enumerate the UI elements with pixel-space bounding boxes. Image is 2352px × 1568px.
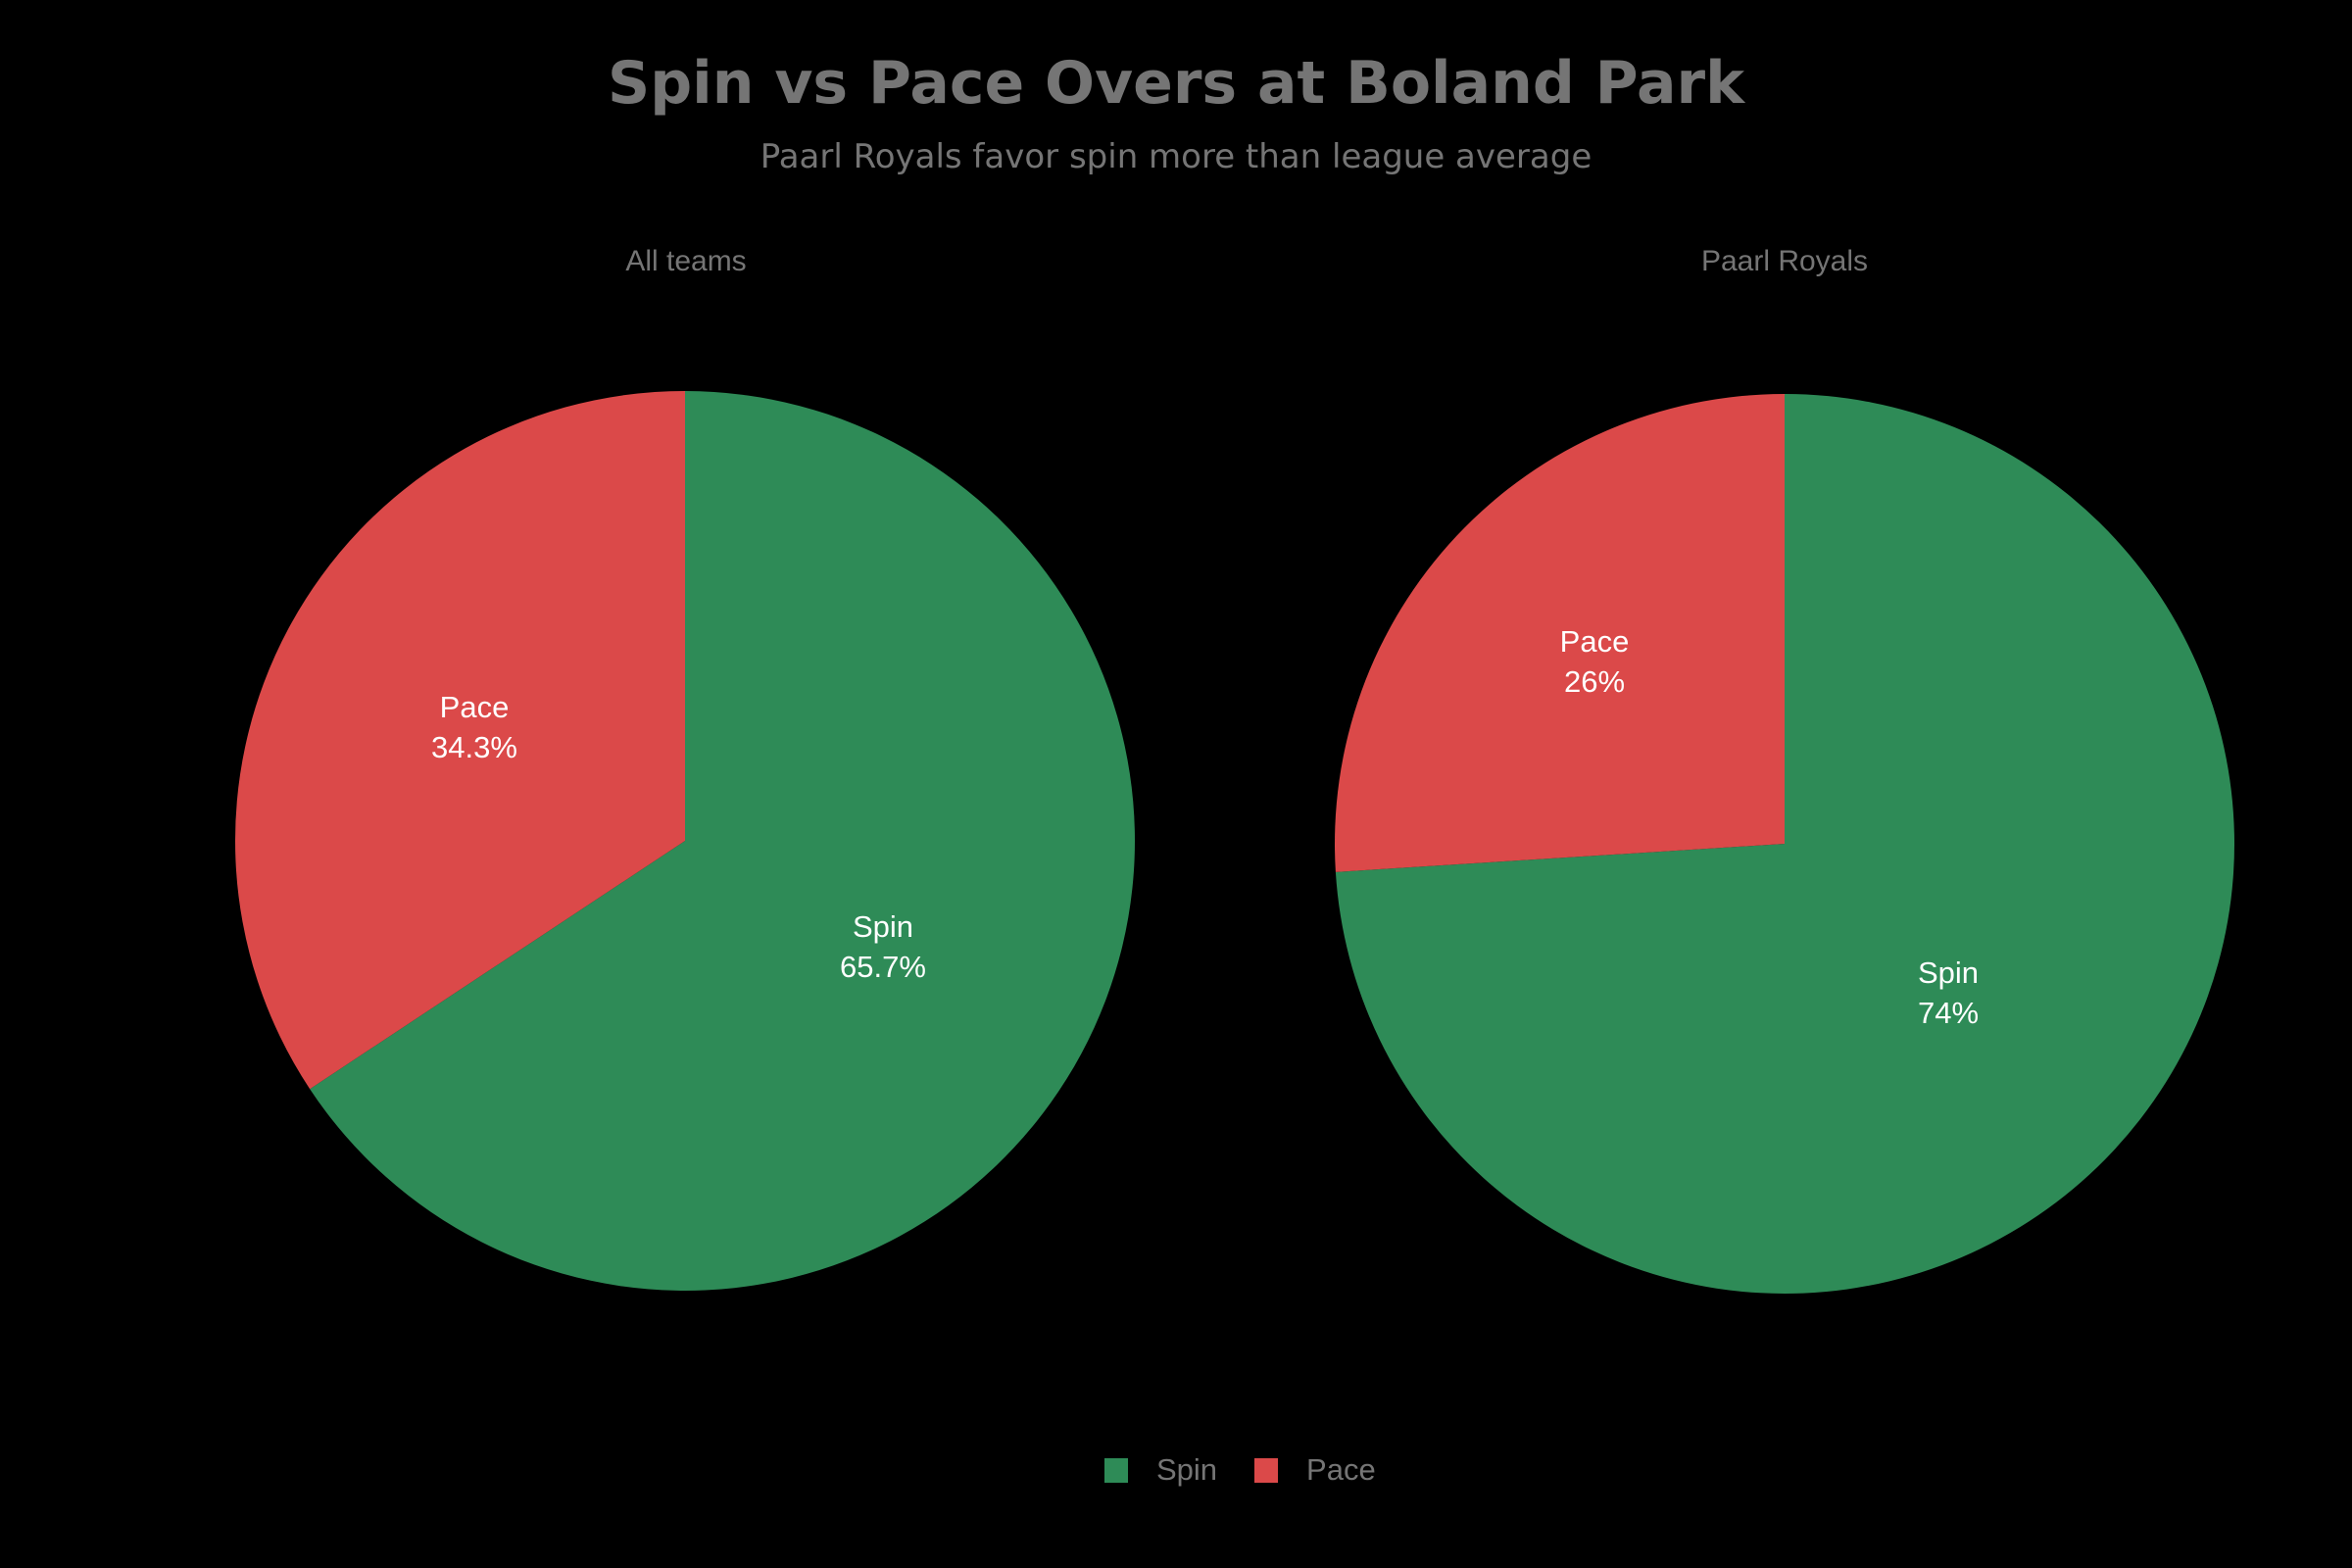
chart-subtitle: Paarl Royals favor spin more than league… (760, 137, 1592, 176)
pie-slice-spin[interactable] (310, 391, 1136, 1291)
slice-value-spin: 74% (1918, 996, 1979, 1030)
pie-slice-spin[interactable] (1335, 394, 2234, 1294)
pie-slice-pace[interactable] (235, 391, 686, 1090)
legend: Spin Pace (1104, 1452, 1413, 1488)
legend-swatch-pace-icon (1254, 1457, 1279, 1483)
slice-value-pace: 26% (1564, 664, 1625, 699)
subplot-title-all-teams: All teams (625, 245, 747, 277)
legend-item-spin[interactable]: Spin (1104, 1452, 1217, 1488)
legend-item-pace[interactable]: Pace (1254, 1452, 1376, 1488)
slice-label-spin: Spin (1918, 956, 1979, 990)
slice-value-spin: 65.7% (840, 950, 926, 984)
slice-label-pace: Pace (1560, 624, 1630, 659)
legend-label-pace: Pace (1306, 1452, 1376, 1487)
pie-paarl-royals: Pace 26% Spin 74% (1335, 394, 2234, 1294)
chart-title: Spin vs Pace Overs at Boland Park (607, 49, 1744, 118)
legend-swatch-spin-icon (1104, 1457, 1128, 1483)
legend-label-spin: Spin (1156, 1452, 1218, 1487)
slice-value-pace: 34.3% (431, 730, 517, 764)
subplot-title-paarl-royals: Paarl Royals (1700, 245, 1869, 277)
slice-label-pace: Pace (440, 690, 510, 724)
pie-all-teams: Pace 34.3% Spin 65.7% (235, 391, 1136, 1291)
pie-slice-pace[interactable] (1335, 394, 1785, 872)
slice-label-spin: Spin (853, 909, 913, 944)
